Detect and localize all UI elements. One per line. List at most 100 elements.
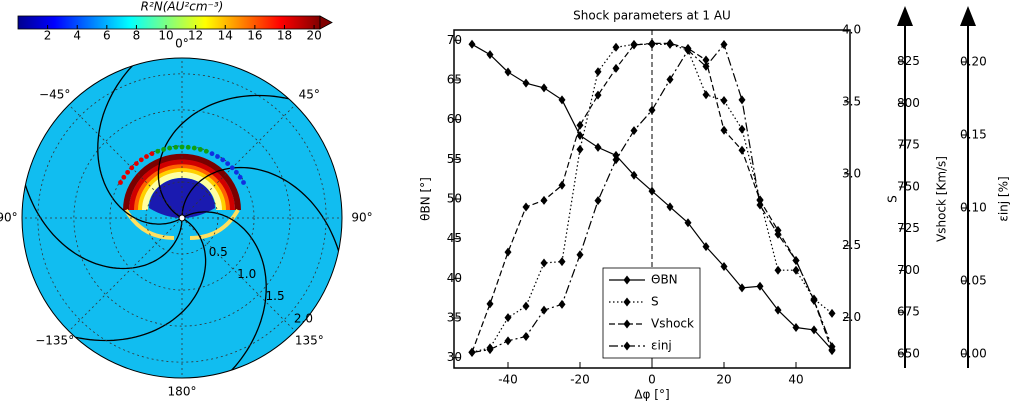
observer [125, 169, 131, 175]
series-marker [630, 126, 638, 136]
series-marker [504, 313, 512, 323]
shock-front [142, 171, 222, 211]
series-marker [774, 229, 782, 239]
angle-tick-label: −45° [39, 87, 70, 101]
series-marker [522, 78, 530, 88]
angular-grid [68, 217, 183, 332]
radial-tick-label: 1.0 [237, 267, 256, 281]
field-line [97, 58, 208, 225]
series-marker [468, 39, 476, 49]
y3-tick-label: 725 [897, 221, 920, 235]
series-marker [774, 305, 782, 315]
angle-tick-label: −90° [0, 211, 18, 225]
observer [241, 180, 246, 185]
series-marker [702, 61, 710, 71]
series-marker [828, 342, 836, 352]
y2-axis-label: S [886, 195, 900, 203]
y4-tick-label: 0.10 [960, 200, 987, 214]
series-marker [576, 131, 584, 141]
y2-tick-label: 4.0 [842, 23, 861, 37]
series-marker [792, 265, 800, 275]
series-marker [486, 50, 494, 60]
x-tick-label: 20 [716, 373, 731, 387]
angle-tick-label: 0° [175, 37, 189, 51]
legend-box [602, 267, 701, 359]
polar-outline [21, 57, 343, 379]
series-marker [558, 299, 566, 309]
y3-tick-label: 675 [897, 305, 920, 319]
series-marker [540, 258, 548, 268]
series-marker [684, 45, 692, 55]
legend-label: εinj [651, 339, 672, 353]
series-marker [576, 250, 584, 260]
series-marker [594, 90, 602, 100]
shock-flank [189, 208, 240, 240]
y4-tick-label: 0.20 [960, 54, 987, 68]
y3-tick-label: 650 [897, 346, 920, 360]
series-marker [522, 202, 530, 212]
series-marker [828, 308, 836, 318]
series-marker [540, 305, 548, 315]
radial-tick-label: 0.5 [209, 245, 228, 259]
y4-tick-label: 0.05 [960, 273, 987, 287]
y2-tick-label: 3.5 [842, 94, 861, 108]
radial-tick-label: 1.5 [266, 289, 285, 303]
radial-grid [73, 109, 291, 327]
observer [155, 148, 161, 154]
observer [179, 144, 185, 150]
series-marker [522, 301, 530, 311]
angular-grid [68, 104, 183, 219]
angle-tick-label: −135° [35, 334, 74, 348]
series-marker [720, 125, 728, 135]
field-line [181, 166, 342, 340]
series-marker [774, 265, 782, 275]
y3-tick-label: 750 [897, 179, 920, 193]
series-marker [702, 90, 710, 100]
series-marker [702, 242, 710, 252]
x-tick-label: -20 [570, 373, 590, 387]
colorbar-label: R²N(AU²cm⁻³) [141, 0, 224, 14]
series-marker [666, 74, 674, 84]
observer [133, 161, 139, 167]
series-marker [720, 39, 728, 49]
series-marker [684, 218, 692, 228]
colorbar-tick-label: 12 [188, 29, 203, 43]
observer [161, 147, 167, 152]
observer [173, 144, 179, 150]
y2-tick-label: 2.5 [842, 238, 861, 252]
y4-tick-label: 0.15 [960, 127, 987, 141]
y2-tick-label: 3.0 [842, 166, 861, 180]
colorbar-tick-label: 4 [73, 29, 81, 43]
observer [149, 151, 155, 157]
series-marker [630, 40, 638, 50]
series-marker [702, 55, 710, 65]
y-tick-label: 70 [447, 33, 462, 47]
observer [129, 165, 135, 171]
series-marker [756, 200, 764, 210]
chart-title: Shock parameters at 1 AU [573, 9, 731, 23]
series-marker [738, 145, 746, 155]
y-tick-label: 55 [447, 152, 462, 166]
legend-label: S [651, 295, 659, 309]
angular-grid [181, 104, 296, 219]
legend-marker [623, 319, 631, 329]
y4-axis-label: εinj [%] [997, 176, 1011, 221]
series-marker [666, 38, 674, 48]
colorbar-tick-label: 18 [277, 29, 292, 43]
y-tick-label: 30 [447, 350, 462, 364]
observer [138, 157, 144, 163]
series-marker [738, 283, 746, 293]
series-marker [468, 348, 476, 358]
legend-marker [623, 341, 631, 351]
y-tick-label: 40 [447, 271, 462, 285]
radial-tick-label: 2.0 [294, 311, 313, 325]
series-marker [558, 95, 566, 105]
y-tick-label: 60 [447, 112, 462, 126]
colorbar-tick-label: 10 [158, 29, 173, 43]
series-marker [792, 256, 800, 266]
y4-tick-label: 0.00 [960, 346, 987, 360]
observer [203, 148, 209, 154]
series-marker [612, 63, 620, 73]
angle-tick-label: 90° [351, 211, 372, 225]
